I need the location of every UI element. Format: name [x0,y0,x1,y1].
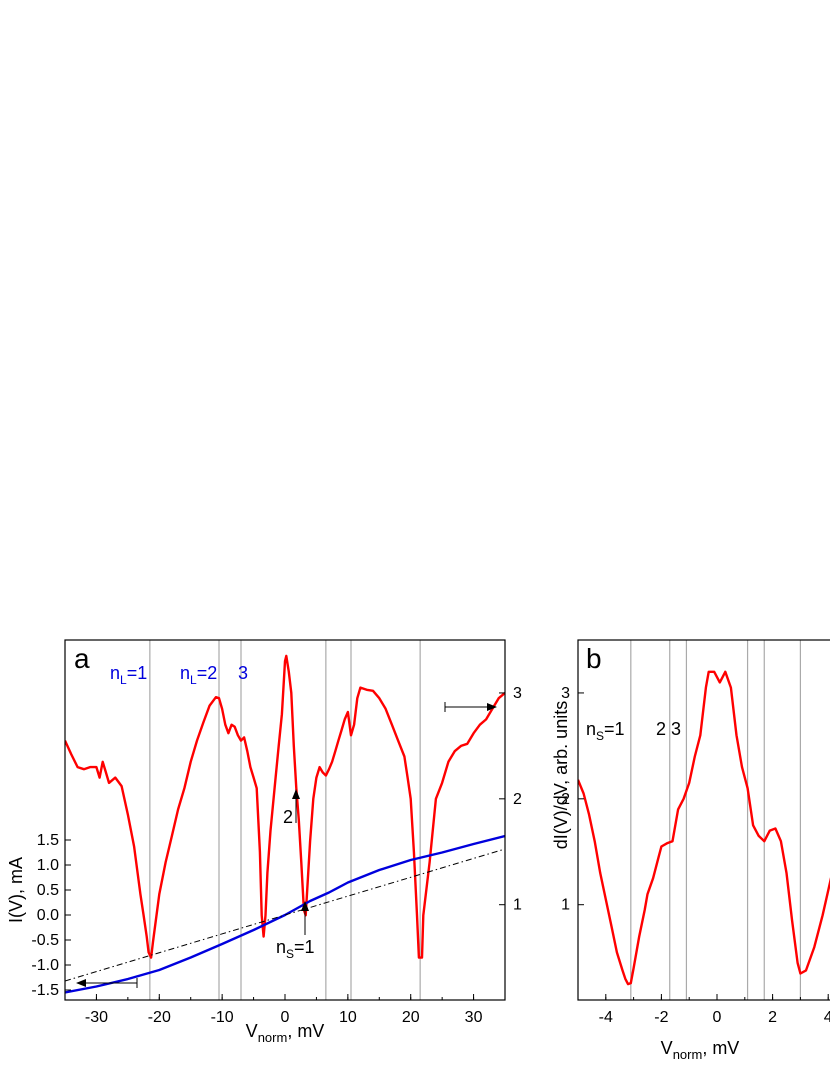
x-tick-label: 10 [339,1009,357,1026]
x-tick-label: -4 [599,1009,613,1026]
panel-b-letter: b [586,643,602,674]
panel-a-right-ticks: 1 2 3 [499,685,522,914]
left-tick-label: 1.5 [37,832,59,849]
right-tick-label: 1 [513,897,522,914]
left-tick-label: -0.5 [31,932,59,949]
x-tick-label: 4 [824,1009,830,1026]
nL1-label: nL=1 [110,663,147,687]
y-tick-label: 2 [561,791,570,808]
x-tick-label: -2 [654,1009,668,1026]
left-tick-label: 1.0 [37,857,59,874]
panel-a-series [65,654,505,994]
series-line-1 [65,834,505,994]
panel-a-letter: a [74,643,90,674]
nS1-label: nS=1 [276,937,315,961]
y-tick-label: 3 [561,685,570,702]
left-tick-label: -1.0 [31,957,59,974]
panel-a-x-ticks: -30 -20 -10 0 10 20 30 [64,994,506,1026]
x-tick-label: 20 [402,1009,420,1026]
panel-a-left-axis-title: I(V), mA [6,857,26,923]
left-tick-label: 0.5 [37,882,59,899]
series-line-2 [65,848,505,982]
nL2-label: nL=2 [180,663,217,687]
x-tick-label: -20 [148,1009,171,1026]
right-tick-label: 2 [513,791,522,808]
panel-b: -4 -2 0 2 4 1 2 3 b nS=1 2 3 Vnorm, mV [561,639,830,1062]
x-tick-label: 0 [281,1009,290,1026]
left-tick-label: -1.5 [31,982,59,999]
x-tick-label: 2 [768,1009,777,1026]
x-tick-label: -10 [211,1009,234,1026]
panel-a-x-axis-title: Vnorm, mV [246,1021,325,1045]
x-tick-label: 0 [713,1009,722,1026]
series-line-0 [578,670,830,986]
series-line-0 [65,654,505,959]
right-tick-label: 3 [513,685,522,702]
panel-b-n23-label: 2 3 [656,719,681,739]
panel-a: -30 -20 -10 0 10 20 30 -1.5 -1.0 -0.5 0.0 0.5 1.0 1.… [6,639,522,1045]
panel-b-nS1-label: nS=1 [586,719,625,743]
y-tick-label: 1 [561,897,570,914]
x-tick-label: 30 [465,1009,483,1026]
ns2-label: 2 [283,807,293,827]
panel-b-x-axis-title: Vnorm, mV [661,1038,740,1062]
nL3-label: 3 [238,663,248,683]
panel-b-y-axis-title: dI(V)/dV, arb. units [551,701,571,849]
left-tick-label: 0.0 [37,907,59,924]
panel-b-guide-lines [630,640,802,1000]
panel-a-left-ticks: -1.5 -1.0 -0.5 0.0 0.5 1.0 1.5 [31,832,71,999]
panel-b-series [578,670,830,986]
panel-b-y-ticks: 1 2 3 [561,685,584,914]
panel-b-frame [577,639,830,1001]
x-tick-label: -30 [85,1009,108,1026]
panel-b-x-ticks: -4 -2 0 2 4 [577,994,830,1026]
